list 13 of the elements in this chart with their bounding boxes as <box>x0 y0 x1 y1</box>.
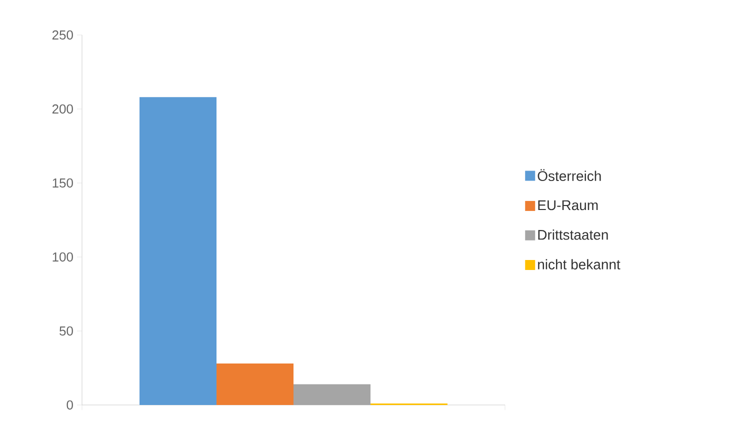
legend-label: Österreich <box>538 169 601 182</box>
y-tick-label: 150 <box>52 178 73 188</box>
bar <box>294 384 371 405</box>
bar <box>140 97 217 405</box>
legend-label: nicht bekannt <box>538 259 620 270</box>
y-tick-label: 100 <box>52 252 73 262</box>
y-tick-label: 50 <box>60 326 73 336</box>
y-tick-label: 200 <box>52 104 73 114</box>
y-tick-label: 0 <box>66 400 73 410</box>
legend-label: Drittstaaten <box>538 230 608 240</box>
y-tick-label: 250 <box>52 30 73 40</box>
legend-label: EU-Raum <box>538 200 598 210</box>
bar <box>216 364 294 405</box>
